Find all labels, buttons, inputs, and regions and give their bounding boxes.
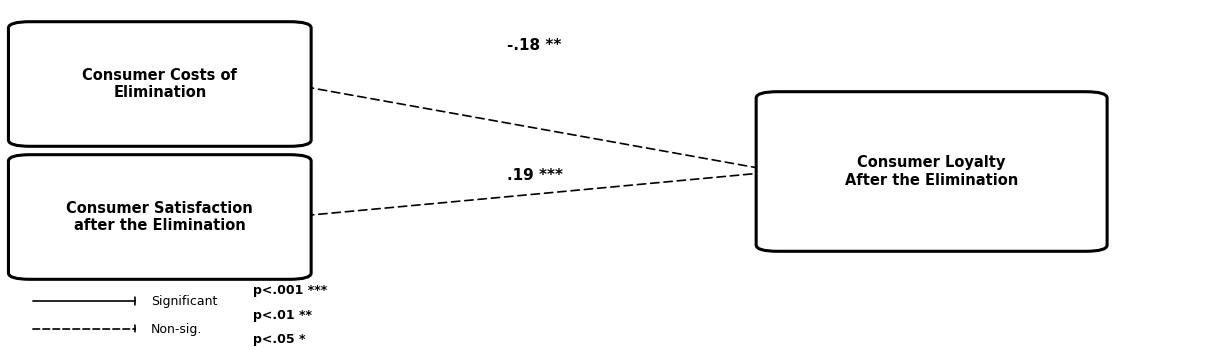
FancyBboxPatch shape — [8, 22, 311, 146]
Text: Consumer Loyalty
After the Elimination: Consumer Loyalty After the Elimination — [845, 155, 1018, 188]
Text: -.18 **: -.18 ** — [507, 38, 561, 53]
Text: p<.05 *: p<.05 * — [253, 333, 306, 346]
Text: p<.001 ***: p<.001 *** — [253, 284, 328, 297]
FancyBboxPatch shape — [756, 92, 1107, 251]
Text: .19 ***: .19 *** — [507, 168, 562, 182]
Text: p<.01 **: p<.01 ** — [253, 308, 312, 322]
FancyBboxPatch shape — [8, 155, 311, 279]
Text: Non-sig.: Non-sig. — [151, 322, 203, 336]
Text: Consumer Costs of
Elimination: Consumer Costs of Elimination — [82, 68, 238, 100]
Text: Consumer Satisfaction
after the Elimination: Consumer Satisfaction after the Eliminat… — [66, 201, 253, 233]
Text: Significant: Significant — [151, 294, 217, 308]
